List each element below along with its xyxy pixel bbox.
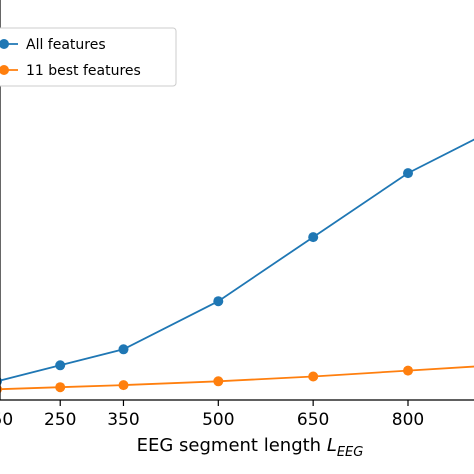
x-tick-label-5: 800 xyxy=(392,410,424,430)
series-1-point-5 xyxy=(403,365,413,376)
series-1-point-4 xyxy=(308,371,319,382)
series-layer xyxy=(0,138,474,394)
series-1-point-1 xyxy=(55,382,66,393)
legend-marker-best-features xyxy=(0,65,9,75)
x-tick-label-2: 350 xyxy=(107,410,139,430)
series-0-point-5 xyxy=(403,168,413,179)
legend-marker-all-features xyxy=(0,39,9,49)
legend-label-best-features: 11 best features xyxy=(26,63,141,79)
series-1-point-3 xyxy=(213,376,224,387)
x-tick-label-4: 650 xyxy=(297,410,329,430)
x-axis-label: EEG segment length LEEG xyxy=(137,435,364,460)
series-0-point-1 xyxy=(55,360,66,371)
series-0-point-3 xyxy=(213,296,224,307)
axes-layer xyxy=(0,0,474,401)
legend: All features 11 best features xyxy=(0,27,177,87)
series-0-point-2 xyxy=(118,344,129,355)
x-ticks: 150250350500650800950 xyxy=(0,400,424,430)
series-0-point-4 xyxy=(308,232,319,243)
x-tick-label-3: 500 xyxy=(202,410,234,430)
series-1-point-2 xyxy=(118,380,129,391)
x-tick-label-1: 250 xyxy=(44,410,76,430)
legend-label-all-features: All features xyxy=(26,37,106,53)
x-tick-label-0: 150 xyxy=(0,410,13,430)
legend-box xyxy=(0,27,177,87)
